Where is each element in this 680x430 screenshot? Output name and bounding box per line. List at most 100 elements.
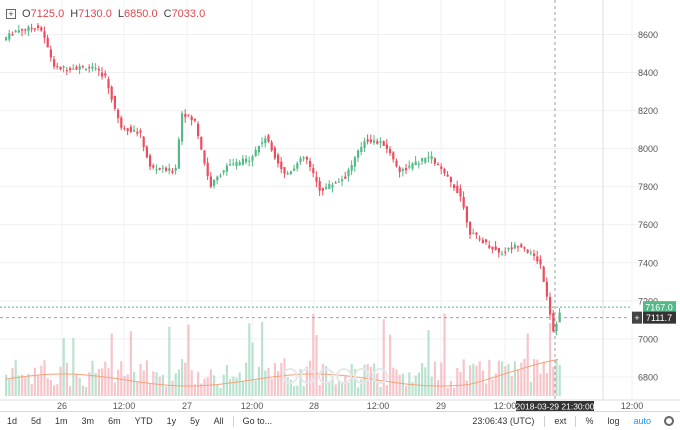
axes: 6800700072007400760078008000820084008600… [0, 0, 680, 411]
last-price-tag [643, 301, 676, 314]
candle-body [523, 247, 526, 249]
candle-body [238, 162, 241, 166]
candle-body [43, 31, 46, 38]
volume-bar [510, 375, 513, 396]
volume-bar [174, 373, 177, 396]
range-3m[interactable]: 3m [81, 416, 95, 426]
volume-bar [251, 342, 254, 396]
range-1y[interactable]: 1y [166, 416, 177, 426]
volume-bar [149, 384, 152, 396]
candle-body [427, 157, 430, 159]
auto-toggle[interactable]: auto [633, 416, 651, 426]
candle-body [158, 168, 161, 170]
candle-body [417, 163, 420, 165]
candle-body [267, 135, 270, 142]
candle-body [104, 73, 107, 76]
candle-body [177, 139, 180, 169]
volume-bar [536, 359, 539, 396]
volume-bar [347, 382, 350, 396]
candle-body [219, 175, 222, 177]
volume-bar [65, 362, 68, 396]
volume-bar [401, 373, 404, 396]
range-1m[interactable]: 1m [55, 416, 68, 426]
range-6m[interactable]: 6m [108, 416, 121, 426]
candle-body [209, 176, 212, 187]
volume-bar [46, 378, 49, 396]
candle-body [161, 167, 164, 169]
percent-toggle[interactable]: % [585, 416, 594, 426]
volume-bar [165, 386, 168, 396]
range-1d[interactable]: 1d [7, 416, 18, 426]
watermark-logo [282, 368, 298, 384]
volume-bar [315, 335, 318, 396]
candle-body [136, 131, 139, 134]
range-5d[interactable]: 5d [31, 416, 42, 426]
candle-body [433, 158, 436, 164]
volume-bar [53, 385, 56, 396]
volume-bar [491, 379, 494, 396]
utc-clock[interactable]: 23:06:43 (UTC) [472, 416, 535, 426]
volume-bar [328, 381, 331, 396]
x-tick-label: 26 [57, 401, 67, 411]
x-tick-label: 12:00 [241, 401, 264, 411]
volume-bar [248, 323, 251, 396]
volume-bar [437, 380, 440, 396]
volume-bar [17, 375, 20, 396]
volume-bar [78, 377, 81, 396]
volume-bar [232, 376, 235, 396]
goto-button[interactable]: Go to... [242, 416, 273, 426]
volume-bar [533, 358, 536, 396]
candle-body [437, 164, 440, 166]
candle-body [536, 256, 539, 262]
candle-body [155, 169, 158, 171]
volume-bar [424, 367, 427, 396]
log-toggle[interactable]: log [607, 416, 620, 426]
candle-body [187, 114, 190, 116]
volume-bar [8, 379, 11, 396]
y-tick-label: 7600 [638, 220, 658, 230]
volume-bar [107, 368, 110, 396]
candle-body [75, 67, 78, 70]
volume-bar [456, 367, 459, 396]
candle-body [443, 168, 446, 174]
candle-body [277, 154, 280, 164]
range-5y[interactable]: 5y [190, 416, 200, 426]
candle-body [321, 188, 324, 191]
volume-bar [312, 313, 315, 396]
range-ytd[interactable]: YTD [134, 416, 153, 426]
volume-bar [283, 358, 286, 396]
candle-body [344, 176, 347, 179]
candle-body [507, 247, 510, 250]
candle-body [168, 168, 171, 171]
candle-body [334, 182, 337, 184]
ext-toggle[interactable]: ext [554, 416, 567, 426]
y-tick-label: 8000 [638, 144, 658, 154]
candle-body [475, 232, 478, 235]
gear-icon[interactable] [664, 416, 674, 426]
volume-bar [379, 386, 382, 396]
volume-bar [325, 366, 328, 396]
candle-body [213, 179, 216, 186]
volume-bar [69, 386, 72, 396]
candle-body [91, 66, 94, 69]
candle-body [216, 176, 219, 181]
candle-body [30, 28, 33, 30]
candle-body [347, 170, 350, 177]
crosshair-overlays: 7167.0 + 7111.7 2018-03-29 21:30:00 [0, 0, 676, 412]
volume-bar [181, 359, 184, 396]
volume-bar [11, 367, 14, 396]
candle-body [382, 141, 385, 146]
candle-body [545, 281, 548, 297]
candle-body [517, 246, 520, 248]
candle-body [440, 166, 443, 169]
volume-bar [24, 377, 27, 396]
volume-bar [136, 381, 139, 396]
volume-bar [200, 383, 203, 396]
volume-bar [539, 373, 542, 396]
candle-body [408, 165, 411, 168]
volume-bar [360, 379, 363, 396]
range-all[interactable]: All [213, 416, 224, 426]
volume-bar [552, 366, 555, 396]
collapse-legend-icon[interactable]: + [6, 9, 16, 19]
